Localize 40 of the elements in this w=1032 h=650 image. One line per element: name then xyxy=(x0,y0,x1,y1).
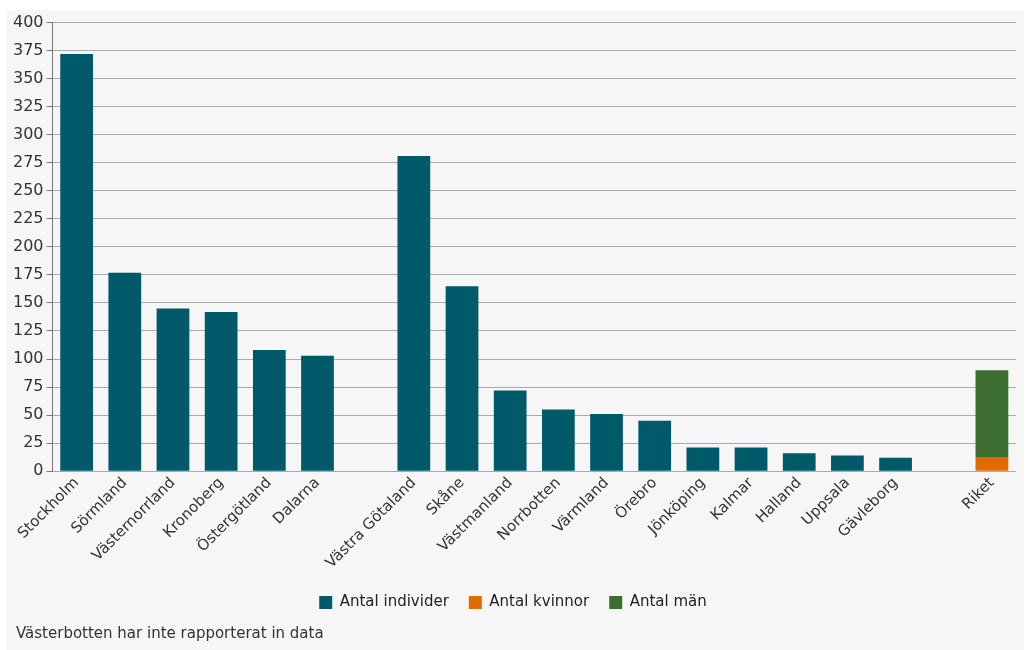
y-tick-label: 100 xyxy=(12,348,44,368)
bar xyxy=(638,420,672,471)
legend-label: Antal män xyxy=(629,592,707,611)
bar xyxy=(156,308,190,471)
y-tick-label: 250 xyxy=(12,179,44,199)
bar xyxy=(301,355,334,471)
y-tick-label: 75 xyxy=(23,376,44,396)
y-tick-label: 25 xyxy=(23,432,44,452)
bar xyxy=(734,447,768,471)
bar xyxy=(975,370,1009,458)
bar xyxy=(686,447,720,471)
bar xyxy=(782,453,816,471)
bar xyxy=(975,457,1009,471)
bar xyxy=(541,409,575,471)
legend-label: Antal individer xyxy=(339,592,450,611)
legend-label: Antal kvinnor xyxy=(489,592,591,611)
y-tick-label: 325 xyxy=(12,95,44,115)
bar xyxy=(831,455,864,471)
y-tick-label: 375 xyxy=(12,39,44,59)
y-tick-label: 400 xyxy=(12,11,44,31)
bar xyxy=(204,311,238,471)
y-tick-label: 350 xyxy=(12,67,44,87)
bar xyxy=(493,390,527,471)
bar xyxy=(590,413,623,471)
y-tick-label: 175 xyxy=(12,264,44,284)
bar xyxy=(252,350,286,471)
bar xyxy=(108,272,142,471)
bar xyxy=(397,156,431,471)
bar xyxy=(879,457,912,471)
bar xyxy=(445,286,479,471)
bar xyxy=(60,54,93,471)
text: Västerbotten har inte rapporterat in data xyxy=(16,624,324,642)
y-tick-label: 150 xyxy=(12,292,44,312)
y-tick-label: 0 xyxy=(33,460,44,480)
y-tick-label: 275 xyxy=(12,151,44,171)
y-tick-label: 50 xyxy=(23,404,44,424)
y-tick-label: 125 xyxy=(12,320,44,340)
y-tick-label: 225 xyxy=(12,208,44,227)
y-tick-label: 300 xyxy=(12,123,44,143)
y-tick-label: 200 xyxy=(12,236,44,256)
